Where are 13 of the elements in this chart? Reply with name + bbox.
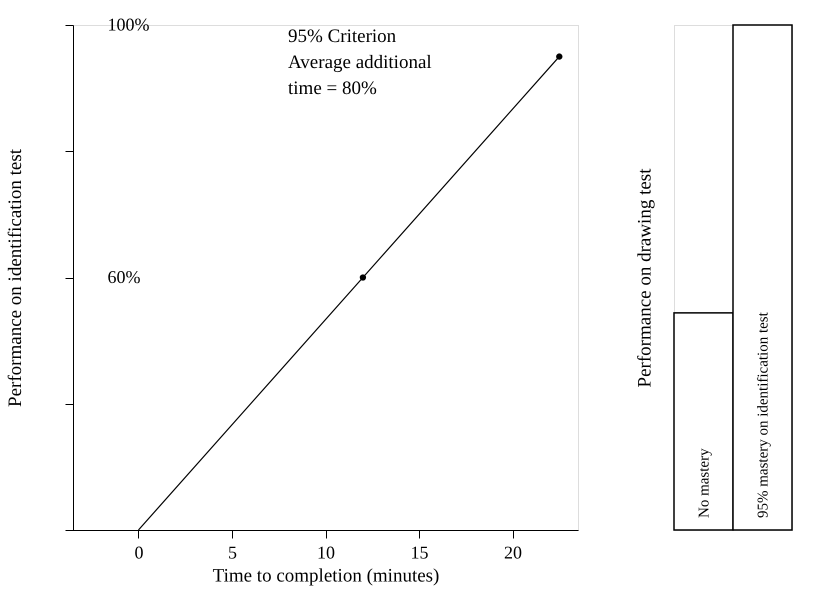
x-axis-title: Time to completion (minutes) <box>212 566 440 586</box>
y-axis-title: Performance on identification test <box>5 148 26 407</box>
x-tick-label: 20 <box>504 542 522 562</box>
annotation: 95% Criterion Average additional time = 80% <box>288 26 432 99</box>
x-tick-label: 95% mastery on identification test <box>756 311 772 518</box>
x-tick-label: 10 <box>317 542 335 562</box>
x-tick-label: 5 <box>228 542 237 562</box>
y-axis-title: Performance on drawing test <box>634 168 656 388</box>
x-tick-label: No mastery <box>696 448 712 518</box>
x-tick-label: 0 <box>134 542 144 562</box>
y-tick-label: 100% <box>108 14 150 34</box>
x-tick-label: 15 <box>410 542 429 562</box>
y-tick-label: 60% <box>108 267 140 287</box>
